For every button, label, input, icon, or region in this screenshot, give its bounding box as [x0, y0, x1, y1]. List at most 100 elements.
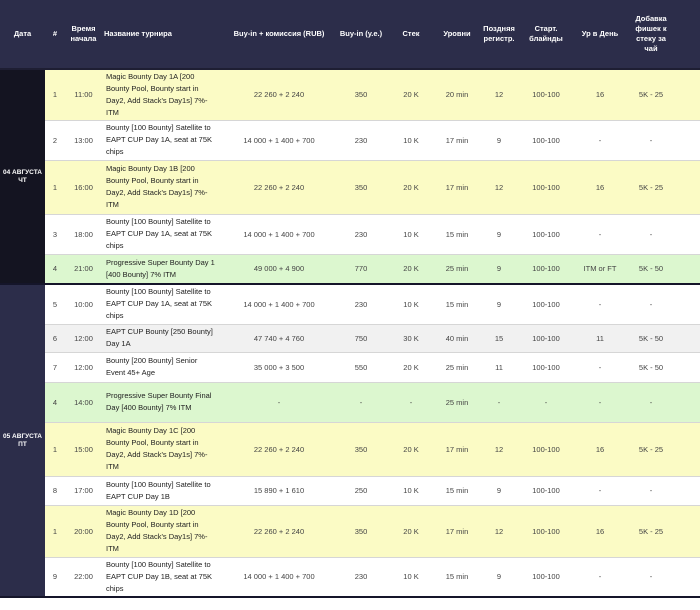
row-levels: 17 min [436, 160, 478, 215]
row-addon: - [628, 214, 674, 255]
row-late-reg: 9 [478, 557, 520, 598]
table-row[interactable]: 04 АВГУСТА ЧТ 1 11:00 Magic Bounty Day 1… [0, 69, 700, 285]
row-stack: 10 K [386, 284, 436, 325]
row-tournament-name: Magic Bounty Day 1A [200 Bounty Pool, Bo… [102, 69, 222, 121]
row-time: 21:00 [65, 254, 102, 285]
table-row[interactable]: 8 17:00 Bounty [100 Bounty] Satellite to… [0, 476, 700, 506]
header-buyin-ue[interactable]: Buy-in (у.е.) [336, 0, 386, 70]
row-addon: 5K - 25 [628, 69, 674, 121]
row-levels-per-day: - [572, 382, 628, 423]
table-row[interactable]: 05 АВГУСТА ПТ 5 10:00 Bounty [100 Bounty… [0, 284, 700, 598]
table-row[interactable]: 9 22:00 Bounty [100 Bounty] Satellite to… [0, 557, 700, 598]
row-levels-per-day: - [572, 120, 628, 161]
row-overflow [674, 422, 700, 477]
row-num: 1 [45, 69, 65, 121]
row-buyin-ue: 350 [336, 69, 386, 121]
row-stack: 20 K [386, 505, 436, 558]
row-levels: 25 min [436, 382, 478, 423]
row-buyin-rub: 49 000 + 4 900 [222, 254, 336, 285]
row-late-reg: 9 [478, 476, 520, 506]
row-blinds: 100-100 [520, 352, 572, 383]
table-row[interactable]: 1 20:00 Magic Bounty Day 1D [200 Bounty … [0, 505, 700, 558]
row-addon: - [628, 476, 674, 506]
header-late-reg[interactable]: Поздняя регистр. [478, 0, 520, 70]
row-buyin-rub: 14 000 + 1 400 + 700 [222, 557, 336, 598]
row-blinds: - [520, 382, 572, 423]
header-num[interactable]: # [45, 0, 65, 70]
row-blinds: 100-100 [520, 160, 572, 215]
row-blinds: 100-100 [520, 557, 572, 598]
row-time: 12:00 [65, 352, 102, 383]
row-num: 4 [45, 382, 65, 423]
row-stack: 10 K [386, 476, 436, 506]
row-time: 12:00 [65, 324, 102, 353]
row-late-reg: 12 [478, 422, 520, 477]
row-tournament-name: Progressive Super Bounty Final Day [400 … [102, 382, 222, 423]
row-num: 1 [45, 422, 65, 477]
row-stack: - [386, 382, 436, 423]
row-time: 10:00 [65, 284, 102, 325]
row-num: 7 [45, 352, 65, 383]
row-levels: 17 min [436, 422, 478, 477]
row-addon: - [628, 120, 674, 161]
row-num: 8 [45, 476, 65, 506]
row-addon: 5K - 50 [628, 352, 674, 383]
row-late-reg: 9 [478, 254, 520, 285]
table-row[interactable]: 7 12:00 Bounty [200 Bounty] Senior Event… [0, 352, 700, 383]
table-row[interactable]: 6 12:00 EAPT CUP Bounty [250 Bounty] Day… [0, 324, 700, 353]
row-stack: 10 K [386, 214, 436, 255]
row-buyin-rub: 35 000 + 3 500 [222, 352, 336, 383]
row-buyin-rub: 14 000 + 1 400 + 700 [222, 284, 336, 325]
header-addon[interactable]: Добавка фишек к стеку за чай [628, 0, 674, 70]
header-tournament-name[interactable]: Название турнира [102, 0, 222, 70]
header-buyin-rub[interactable]: Buy-in + комиссия (RUB) [222, 0, 336, 70]
row-late-reg: - [478, 382, 520, 423]
row-buyin-ue: 350 [336, 505, 386, 558]
row-tournament-name: Bounty [100 Bounty] Satellite to EAPT CU… [102, 214, 222, 255]
row-late-reg: 9 [478, 214, 520, 255]
row-late-reg: 9 [478, 284, 520, 325]
table-row[interactable]: 3 18:00 Bounty [100 Bounty] Satellite to… [0, 214, 700, 255]
row-overflow [674, 324, 700, 353]
header-stack[interactable]: Стек [386, 0, 436, 70]
header-overflow-column [674, 0, 700, 70]
row-buyin-rub: 14 000 + 1 400 + 700 [222, 120, 336, 161]
table-row[interactable]: 4 14:00 Progressive Super Bounty Final D… [0, 382, 700, 423]
row-levels: 17 min [436, 120, 478, 161]
row-num: 2 [45, 120, 65, 161]
row-overflow [674, 69, 700, 121]
table-row[interactable]: 1 16:00 Magic Bounty Day 1B [200 Bounty … [0, 160, 700, 215]
header-levels[interactable]: Уровни [436, 0, 478, 70]
row-levels-per-day: 11 [572, 324, 628, 353]
row-levels: 17 min [436, 505, 478, 558]
row-tournament-name: Bounty [100 Bounty] Satellite to EAPT CU… [102, 284, 222, 325]
row-buyin-ue: - [336, 382, 386, 423]
row-buyin-rub: 22 260 + 2 240 [222, 69, 336, 121]
row-levels-per-day: - [572, 352, 628, 383]
table-row[interactable]: 4 21:00 Progressive Super Bounty Day 1 [… [0, 254, 700, 285]
header-start-blinds[interactable]: Старт. блайнды [520, 0, 572, 70]
row-late-reg: 12 [478, 505, 520, 558]
row-addon: 5K - 25 [628, 422, 674, 477]
row-tournament-name: Progressive Super Bounty Day 1 [400 Boun… [102, 254, 222, 285]
row-levels: 15 min [436, 284, 478, 325]
table-row[interactable]: 1 15:00 Magic Bounty Day 1C [200 Bounty … [0, 422, 700, 477]
row-levels-per-day: - [572, 214, 628, 255]
row-levels: 15 min [436, 476, 478, 506]
row-tournament-name: Bounty [200 Bounty] Senior Event 45+ Age [102, 352, 222, 383]
row-levels-per-day: - [572, 476, 628, 506]
row-num: 3 [45, 214, 65, 255]
row-stack: 20 K [386, 422, 436, 477]
row-blinds: 100-100 [520, 214, 572, 255]
header-levels-per-day[interactable]: Ур в День [572, 0, 628, 70]
row-levels-per-day: 16 [572, 505, 628, 558]
row-stack: 20 K [386, 160, 436, 215]
header-start-time[interactable]: Время начала [65, 0, 102, 70]
row-blinds: 100-100 [520, 505, 572, 558]
row-addon: 5K - 50 [628, 254, 674, 285]
table-row[interactable]: 2 13:00 Bounty [100 Bounty] Satellite to… [0, 120, 700, 161]
header-date[interactable]: Дата [0, 0, 45, 70]
row-buyin-ue: 230 [336, 557, 386, 598]
